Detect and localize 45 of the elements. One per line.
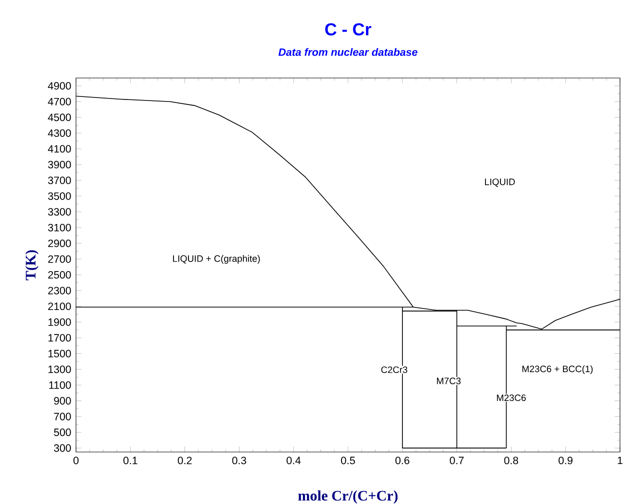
y-tick-label: 900 xyxy=(54,397,71,405)
x-tick-label: 1 xyxy=(618,456,622,464)
y-tick-label: 4900 xyxy=(48,82,71,90)
y-tick-label: 3300 xyxy=(48,208,71,216)
annotation: C2Cr3 xyxy=(381,366,408,373)
x-tick-label: 0.5 xyxy=(341,456,355,464)
y-tick-label: 3900 xyxy=(48,160,71,168)
y-tick-label: 1900 xyxy=(48,318,71,326)
chart-title: C - Cr xyxy=(325,23,372,36)
x-axis-title: mole Cr/(C+Cr) xyxy=(298,490,398,504)
y-axis-title: T(K) xyxy=(25,250,39,280)
y-tick-label: 300 xyxy=(54,444,71,452)
y-tick-label: 3500 xyxy=(48,192,71,200)
annotation: M23C6 + BCC(1) xyxy=(522,365,593,374)
y-tick-label: 1300 xyxy=(48,366,71,374)
y-tick-label: 2300 xyxy=(48,286,71,294)
x-tick-label: 0.4 xyxy=(286,456,301,464)
y-tick-label: 4100 xyxy=(48,145,71,153)
y-tick-label: 1500 xyxy=(48,350,71,358)
x-tick-label: 0 xyxy=(73,456,79,464)
y-tick-label: 1700 xyxy=(48,334,71,342)
y-tick-label: 2500 xyxy=(48,271,71,279)
y-tick-label: 1100 xyxy=(49,381,71,389)
annotation: M7C3 xyxy=(437,378,461,384)
y-tick-label: 4700 xyxy=(48,98,71,106)
y-tick-label: 4300 xyxy=(48,129,71,137)
y-tick-label: 4500 xyxy=(48,114,71,122)
y-tick-label: 3700 xyxy=(48,176,71,184)
x-tick-label: 0.2 xyxy=(178,456,192,464)
x-tick-label: 0.3 xyxy=(232,456,246,464)
y-tick-label: 2100 xyxy=(48,302,71,310)
x-tick-label: 0.6 xyxy=(395,456,410,464)
x-tick-label: 0.1 xyxy=(123,456,138,464)
x-tick-label: 0.9 xyxy=(558,456,572,464)
chart-subtitle: Data from nuclear database xyxy=(278,48,418,56)
y-tick-label: 2900 xyxy=(48,240,71,248)
x-tick-label: 0.8 xyxy=(504,456,518,464)
annotation: M23C6 xyxy=(496,394,526,402)
annotation: LIQUID xyxy=(485,178,515,187)
y-tick-label: 700 xyxy=(54,412,71,420)
y-tick-label: 3100 xyxy=(48,224,71,232)
annotation: LIQUID + C(graphite) xyxy=(173,255,260,264)
x-tick-label: 0.7 xyxy=(450,456,464,464)
y-tick-label: 500 xyxy=(54,428,71,436)
y-tick-label: 2700 xyxy=(48,255,71,263)
